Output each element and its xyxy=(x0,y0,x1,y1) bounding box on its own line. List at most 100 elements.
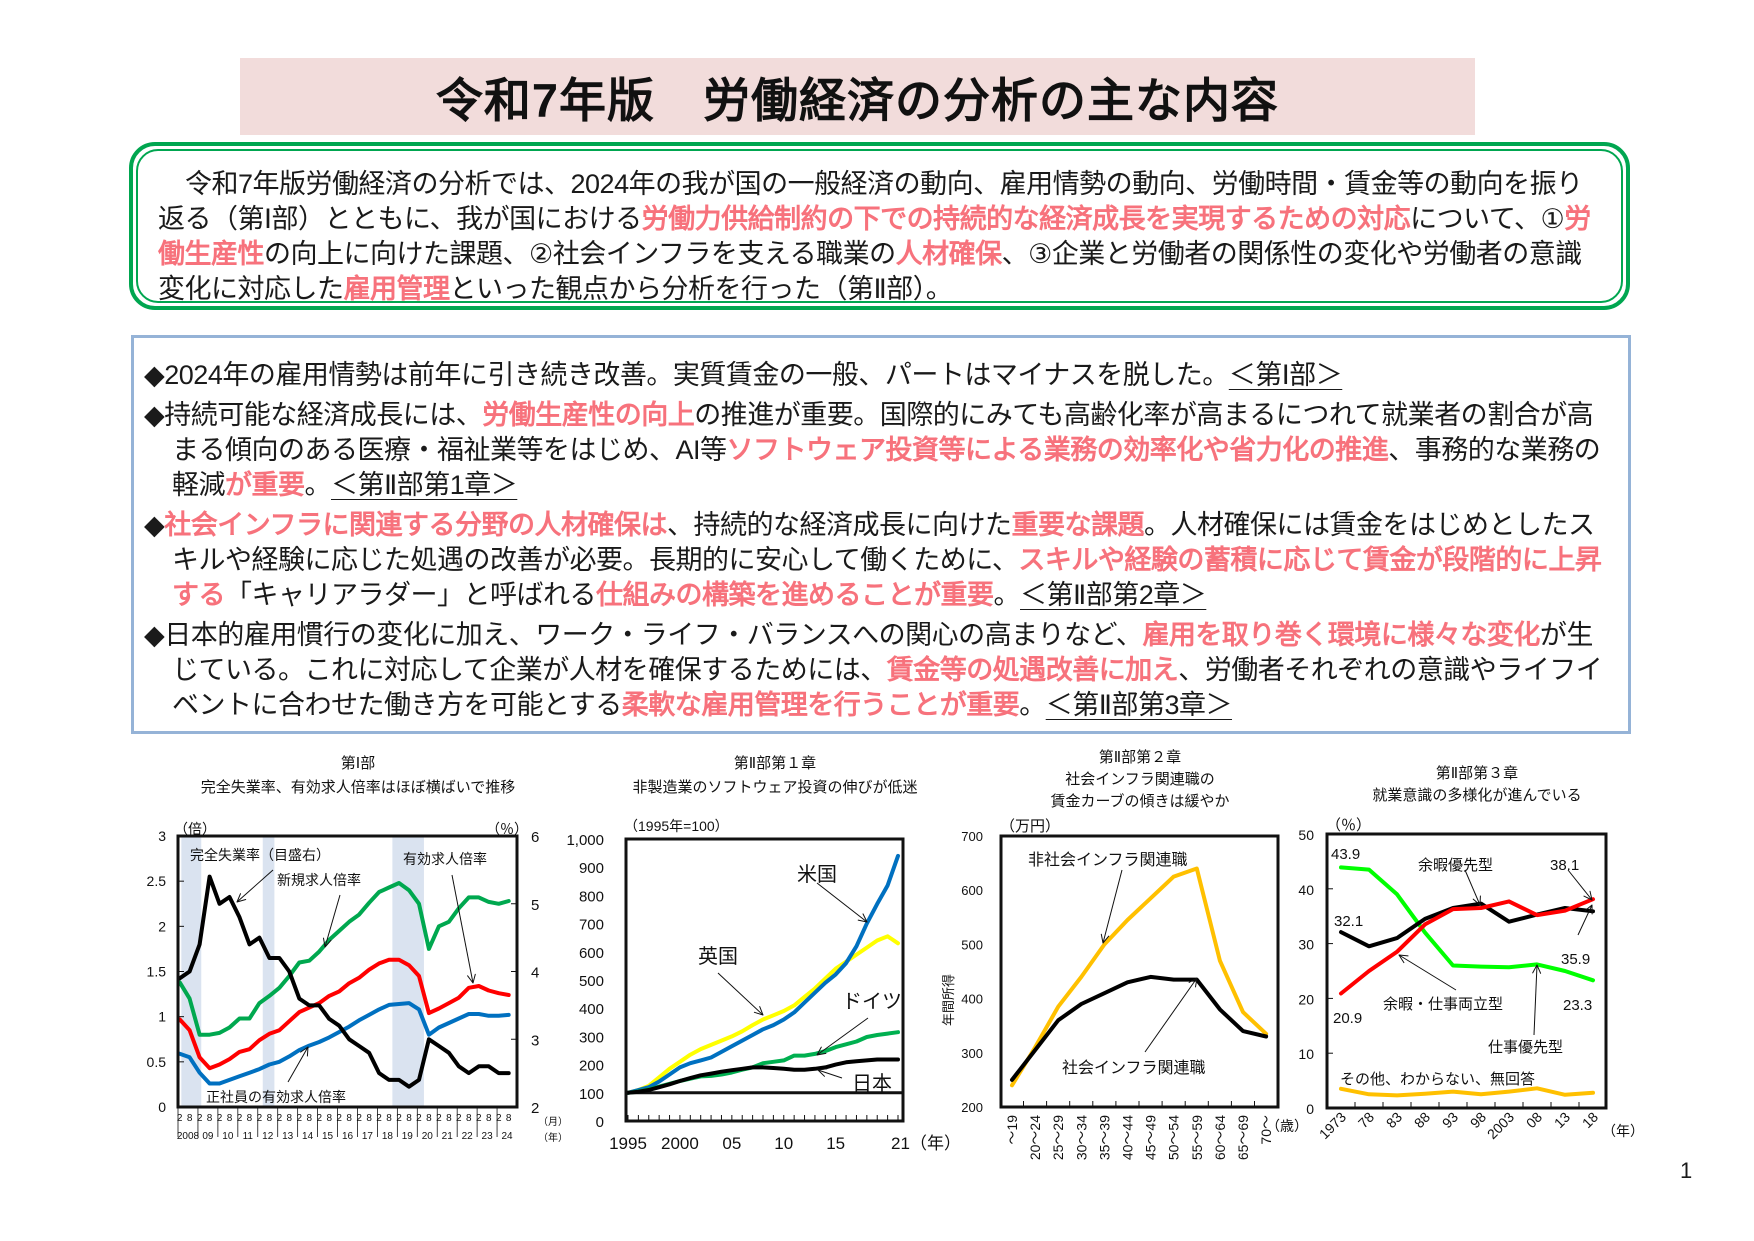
y-tick-label: 5 xyxy=(531,897,539,914)
chapter-reference-link[interactable]: ＜第Ⅱ部第2章＞ xyxy=(1020,580,1207,610)
x-tick-label: 25～29 xyxy=(1050,1115,1066,1160)
x-tick-label: 2 xyxy=(336,1113,342,1124)
highlight-text: 労働力供給制約の下での持続的な経済成長を実現するための対応 xyxy=(641,204,1411,234)
body-text: 令和7年版労働経済の分析では、2024年の我が国の一般経済の動向、雇用情勢の動向… xyxy=(158,169,1583,234)
y-tick-label: 900 xyxy=(579,860,604,877)
y-tick-label: 600 xyxy=(579,945,604,962)
x-tick-label: 22 xyxy=(462,1131,474,1142)
y-tick-label: 400 xyxy=(579,1001,604,1018)
x-axis-unit: （月） xyxy=(538,1116,568,1128)
x-tick-label: 14 xyxy=(302,1131,314,1142)
series-line-3 xyxy=(177,874,511,1089)
x-tick-label: 21 xyxy=(442,1131,454,1142)
x-tick-label: 8 xyxy=(446,1113,452,1124)
annotation-arrow xyxy=(1567,869,1593,901)
plot-frame xyxy=(176,834,519,1109)
x-tick-label: 2 xyxy=(496,1113,502,1124)
y-axis-unit: （％） xyxy=(1326,817,1371,834)
y-axis-label: 年間所得 xyxy=(941,974,956,1026)
x-tick-label: 1995 xyxy=(609,1134,647,1153)
x-tick-label: 55～59 xyxy=(1189,1115,1205,1160)
annotation-arrow xyxy=(816,882,868,923)
key-point: ◆社会インフラに関連する分野の人材確保は、持続的な経済成長に向けた重要な課題。人… xyxy=(144,508,1616,613)
arrow-head xyxy=(1472,895,1481,906)
key-point: ◆日本的雇用慣行の変化に加え、ワーク・ライフ・バランスへの関心の高まりなど、雇用… xyxy=(144,618,1616,723)
x-tick-label: 83 xyxy=(1383,1109,1405,1131)
x-tick-label: 2 xyxy=(436,1113,442,1124)
chapter-reference-link[interactable]: ＜第Ⅱ部第3章＞ xyxy=(1045,690,1233,720)
body-text: 、事務的な業務の軽減 xyxy=(172,435,1601,500)
annotation-arrow xyxy=(236,869,274,903)
body-text: が生じている。これに対応して企業が人材を確保するためには、 xyxy=(172,620,1593,685)
highlight-text: ソフトウェア投資等による業務の効率化や省力化の推進 xyxy=(726,435,1389,465)
x-tick-label: 12 xyxy=(262,1131,274,1142)
body-text: ◆持続可能な経済成長には、 xyxy=(144,400,483,430)
arrow-head xyxy=(753,1006,764,1016)
x-tick-label: 30～34 xyxy=(1073,1115,1089,1160)
x-tick-label: 18 xyxy=(1579,1109,1601,1131)
x-tick-label: 35～39 xyxy=(1096,1115,1112,1160)
x-tick-label: 93 xyxy=(1439,1109,1461,1131)
x-tick-label: 10 xyxy=(222,1131,234,1142)
y-tick-label: 40 xyxy=(1298,882,1314,898)
x-tick-label: 60～64 xyxy=(1212,1115,1228,1160)
chart-section-label: 第Ⅱ部第１章 xyxy=(734,754,816,772)
chart-title: 社会インフラ関連職の xyxy=(1065,771,1215,788)
x-tick-label: 2 xyxy=(476,1113,482,1124)
x-axis-unit: （年） xyxy=(538,1131,568,1144)
y-tick-label: 200 xyxy=(579,1058,604,1075)
summary-text: 令和7年版労働経済の分析では、2024年の我が国の一般経済の動向、雇用情勢の動向… xyxy=(158,167,1601,307)
chart-section-label: 第Ⅰ部 xyxy=(341,754,375,772)
y-tick-label: 50 xyxy=(1298,827,1314,843)
page-title: 令和7年版 労働経済の分析の主な内容 xyxy=(435,74,1280,127)
arrow-head xyxy=(816,1046,827,1056)
x-tick-label: 2 xyxy=(396,1113,402,1124)
recession-shade xyxy=(392,836,424,1107)
y-tick-label: 10 xyxy=(1298,1046,1314,1062)
arrow-head xyxy=(1188,977,1198,988)
x-tick-label: 8 xyxy=(267,1113,273,1124)
x-tick-label: 10 xyxy=(774,1134,793,1153)
x-tick-label: 2 xyxy=(237,1113,243,1124)
highlight-text: 重要な課題 xyxy=(1011,510,1144,540)
x-tick-label: 8 xyxy=(187,1113,193,1124)
chart-title: 完全失業率、有効求人倍率はほぼ横ばいで推移 xyxy=(201,778,516,796)
highlight-text: スキルや経験の蓄積に応じて賃金が段階的に上昇する xyxy=(172,545,1602,610)
x-tick-label: 8 xyxy=(227,1113,233,1124)
series-label: 英国 xyxy=(698,945,738,968)
x-tick-label: 8 xyxy=(386,1113,392,1124)
body-text: ◆ xyxy=(144,510,165,540)
x-tick-label: 8 xyxy=(247,1113,253,1124)
x-tick-label: 2 xyxy=(177,1113,183,1124)
x-tick-label: 20 xyxy=(422,1131,434,1142)
chart-title: 非製造業のソフトウェア投資の伸びが低迷 xyxy=(632,779,917,796)
series-label: 余暇優先型 xyxy=(1418,856,1493,874)
series-label: 日本 xyxy=(852,1072,892,1095)
x-tick-label: 40～44 xyxy=(1120,1115,1136,1160)
plot-frame xyxy=(624,837,905,1123)
series-label: 正社員の有効求人倍率 xyxy=(206,1089,346,1105)
data-label: 20.9 xyxy=(1333,1010,1362,1027)
series-label: 非社会インフラ関連職 xyxy=(1028,851,1188,869)
x-tick-label: 8 xyxy=(406,1113,412,1124)
series-label: 新規求人倍率 xyxy=(277,872,361,888)
chapter-reference-link[interactable]: ＜第Ⅰ部＞ xyxy=(1228,360,1343,390)
y-tick-label: 3 xyxy=(531,1032,539,1049)
annotation-arrow xyxy=(817,1069,843,1079)
annotation-arrow xyxy=(1577,904,1593,936)
x-tick-label: 17 xyxy=(362,1131,374,1142)
x-tick-label: 21（年） xyxy=(891,1134,961,1153)
series-line-2 xyxy=(177,1001,511,1086)
body-text: 、持続的な経済成長に向けた xyxy=(666,510,1012,540)
x-tick-label: 20～24 xyxy=(1027,1115,1043,1160)
annotation-arrow xyxy=(451,874,474,984)
highlight-text: 労働生産性の向上 xyxy=(482,400,695,430)
x-axis-unit: （歳） xyxy=(1266,1118,1308,1134)
arrow-head xyxy=(1584,904,1593,915)
x-tick-label: ～19 xyxy=(1004,1115,1020,1145)
series-label: 有効求人倍率 xyxy=(403,851,487,867)
chapter-reference-link[interactable]: ＜第Ⅱ部第1章＞ xyxy=(331,470,518,500)
series-line-0 xyxy=(177,881,511,1037)
x-tick-label: 8 xyxy=(287,1113,293,1124)
y-tick-label: 1 xyxy=(158,1009,166,1025)
